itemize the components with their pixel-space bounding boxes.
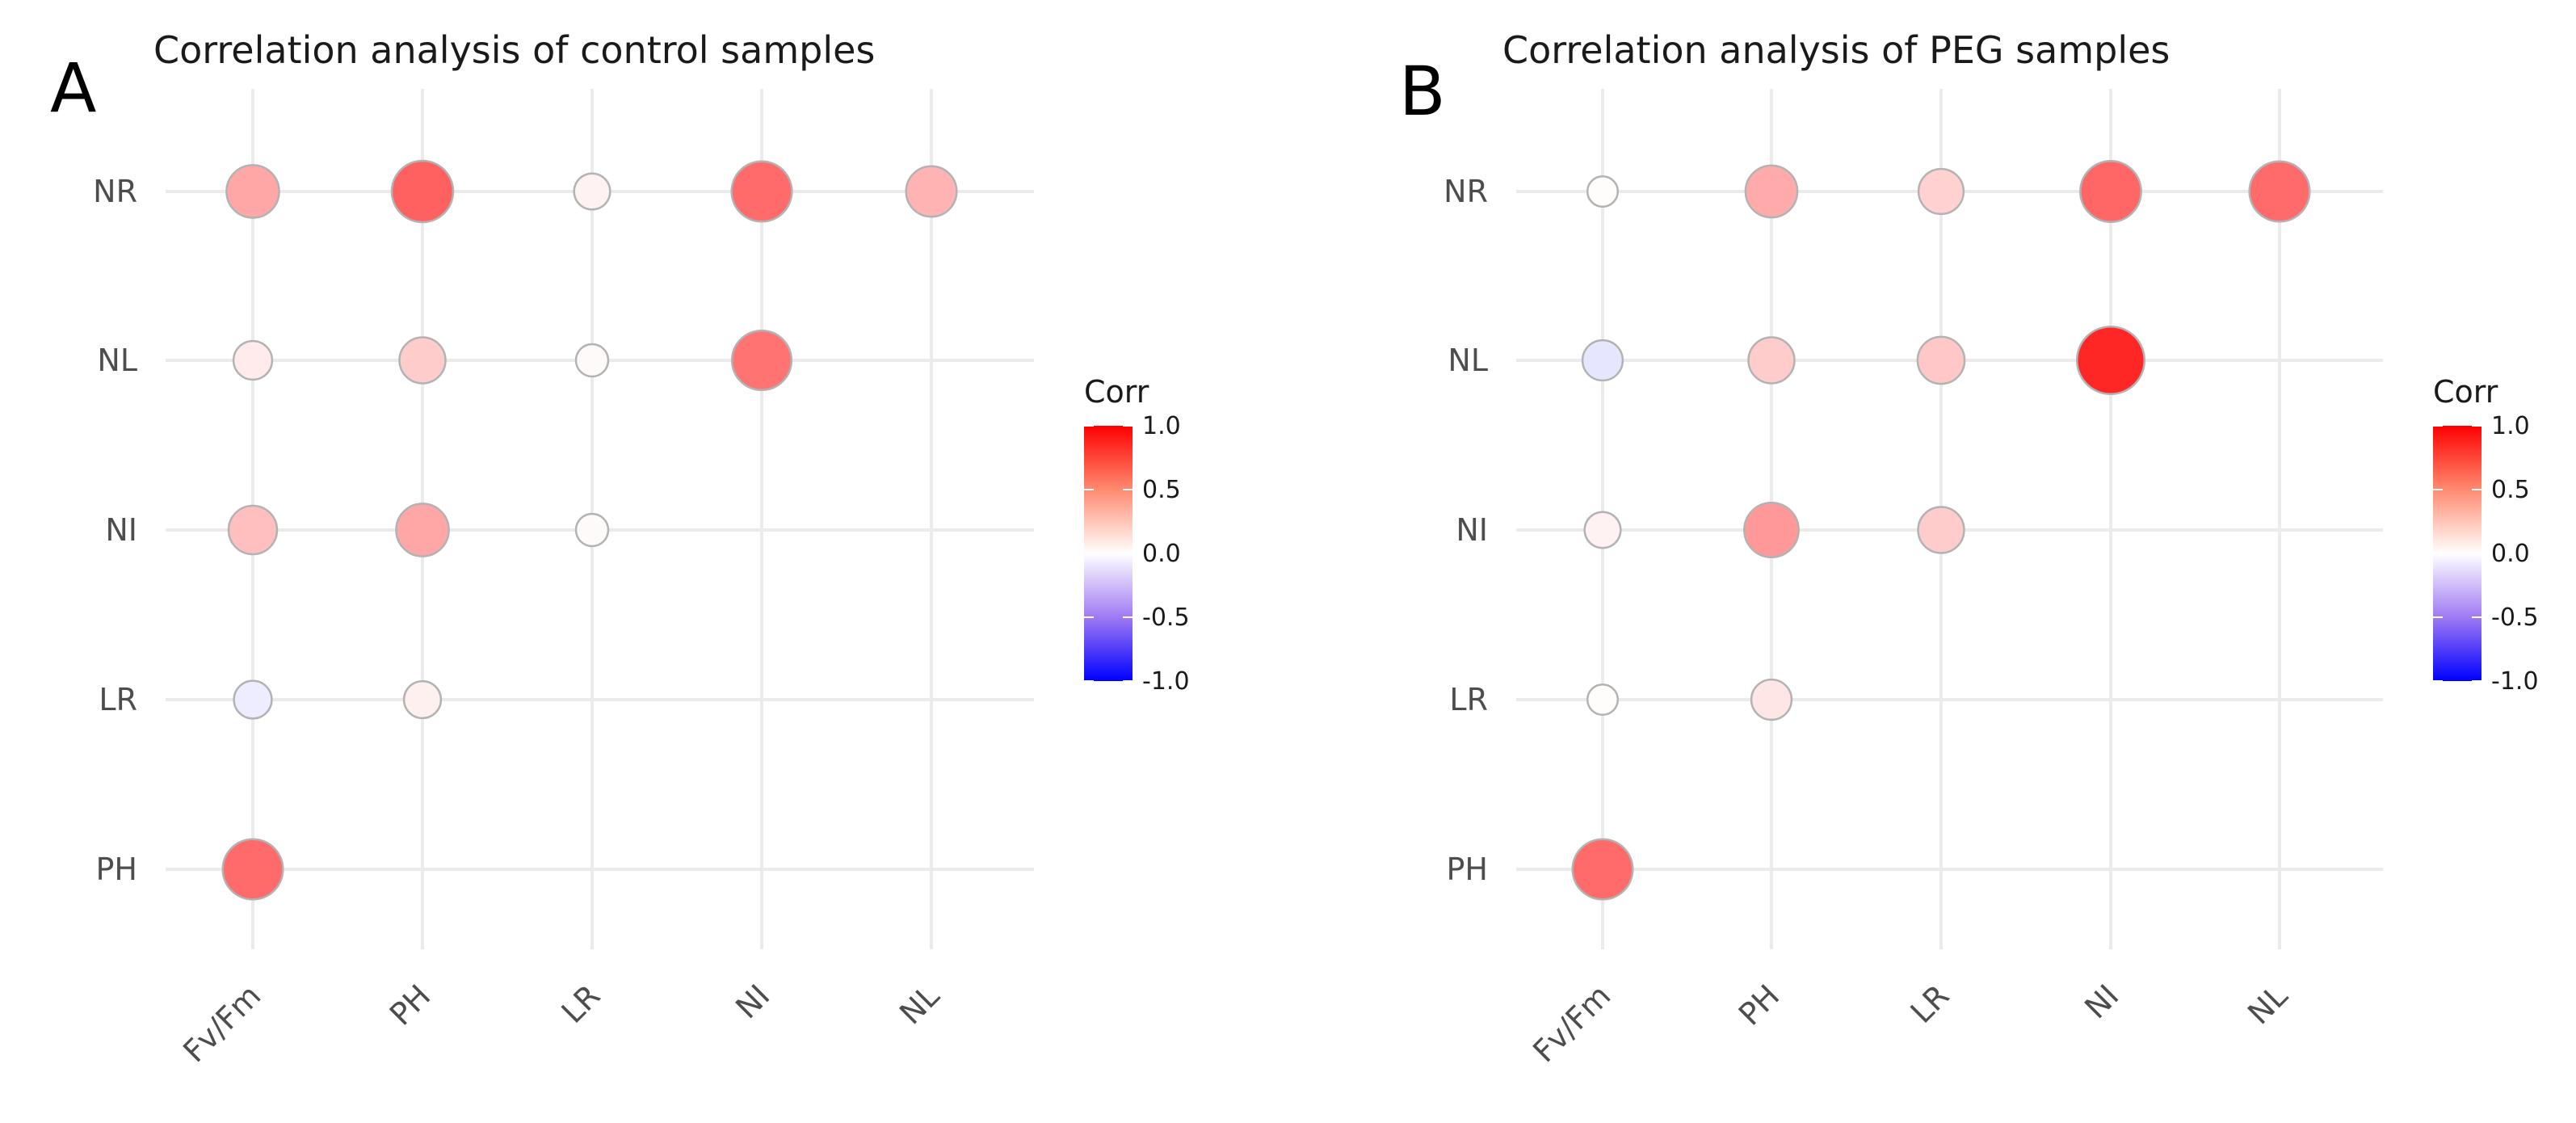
- correlation-dot: [2248, 160, 2311, 223]
- x-tick-label: NI: [2078, 978, 2125, 1025]
- correlation-dot: [1917, 167, 1965, 216]
- x-tick-label: LR: [555, 978, 607, 1030]
- correlation-dot: [395, 503, 450, 557]
- y-tick-label: NR: [1443, 174, 1488, 209]
- y-tick-label: NL: [1448, 343, 1488, 378]
- legend: Corr 1.0 0.5 0.0 -0.5 -1.0: [1084, 374, 1190, 696]
- x-tick-label: Fv/Fm: [176, 978, 267, 1069]
- legend-tick-label: 1.0: [2491, 412, 2530, 440]
- x-axis-ticks: Fv/Fm PH LR NI NL: [1526, 978, 2294, 1069]
- legend-tick-label: -1.0: [1142, 667, 1190, 696]
- legend-title: Corr: [1084, 374, 1149, 410]
- correlation-dot: [390, 159, 455, 224]
- correlation-dot: [1581, 339, 1624, 382]
- legend: Corr 1.0 0.5 0.0 -0.5 -1.0: [2433, 374, 2539, 696]
- legend-ticks: 1.0 0.5 0.0 -0.5 -1.0: [2433, 412, 2539, 696]
- correlation-dot: [1583, 511, 1622, 549]
- correlation-dot: [398, 336, 447, 385]
- y-tick-label: PH: [1447, 852, 1489, 887]
- correlation-dots: [221, 159, 958, 901]
- x-tick-label: Fv/Fm: [1526, 978, 1617, 1069]
- correlation-dot: [1747, 336, 1796, 385]
- legend-tick-label: 0.5: [1142, 476, 1181, 504]
- correlation-dot: [225, 164, 280, 219]
- x-tick-label: PH: [1732, 978, 1787, 1033]
- y-tick-label: NI: [105, 512, 137, 548]
- legend-tick-label: 0.0: [1142, 540, 1181, 568]
- correlation-dot: [402, 679, 443, 720]
- correlation-dot: [1586, 683, 1620, 717]
- x-axis-ticks: Fv/Fm PH LR NI NL: [176, 978, 946, 1069]
- y-axis-ticks: NR NL NI LR PH: [1443, 174, 1488, 887]
- x-tick-label: NL: [893, 978, 946, 1031]
- correlation-dot: [1571, 838, 1634, 901]
- correlation-dot: [1743, 502, 1800, 558]
- x-tick-label: NL: [2241, 978, 2294, 1031]
- correlation-dot: [574, 343, 610, 378]
- legend-tick-label: -0.5: [2491, 604, 2539, 632]
- correlation-dot: [1916, 335, 1966, 385]
- correlation-dot: [730, 329, 793, 392]
- x-tick-label: PH: [383, 978, 438, 1033]
- correlation-dot: [2075, 325, 2146, 396]
- correlation-dot: [905, 165, 958, 218]
- y-tick-label: NI: [1456, 512, 1488, 548]
- y-axis-ticks: NR NL NI LR PH: [93, 174, 137, 887]
- legend-tick-label: -0.5: [1142, 604, 1190, 632]
- correlation-dot: [574, 512, 610, 548]
- y-tick-label: NR: [93, 174, 137, 209]
- correlation-dot: [573, 172, 611, 211]
- x-tick-label: NI: [729, 978, 776, 1025]
- chart-title: Correlation analysis of control samples: [153, 28, 875, 72]
- y-tick-label: NL: [97, 343, 137, 378]
- panel-label: B: [1399, 52, 1446, 131]
- correlation-dot: [2079, 160, 2142, 223]
- y-tick-label: PH: [96, 852, 138, 887]
- chart-title: Correlation analysis of PEG samples: [1502, 28, 2170, 72]
- legend-tick-label: 1.0: [1142, 412, 1181, 440]
- x-tick-label: LR: [1904, 978, 1956, 1030]
- legend-title: Corr: [2433, 374, 2498, 410]
- panel-a: A Correlation analysis of control sample…: [50, 28, 1190, 1069]
- panel-b: B Correlation analysis of PEG samples NR…: [1399, 28, 2539, 1069]
- legend-ticks: 1.0 0.5 0.0 -0.5 -1.0: [1084, 412, 1190, 696]
- y-tick-label: LR: [1449, 682, 1488, 717]
- correlation-dot: [232, 339, 274, 381]
- correlation-dots: [1571, 160, 2311, 901]
- correlation-dot: [730, 160, 793, 223]
- panel-label: A: [50, 48, 96, 128]
- legend-tick-label: -1.0: [2491, 667, 2539, 696]
- correlation-dot: [1744, 164, 1799, 219]
- legend-tick-label: 0.0: [2491, 540, 2530, 568]
- correlation-dot: [1917, 506, 1965, 554]
- correlation-dot: [1586, 175, 1620, 208]
- correlation-dot: [233, 679, 273, 720]
- legend-tick-label: 0.5: [2491, 476, 2530, 504]
- y-tick-label: LR: [99, 682, 137, 717]
- correlation-dot: [227, 504, 279, 556]
- correlation-dot: [1750, 678, 1793, 721]
- correlation-dot: [221, 838, 284, 901]
